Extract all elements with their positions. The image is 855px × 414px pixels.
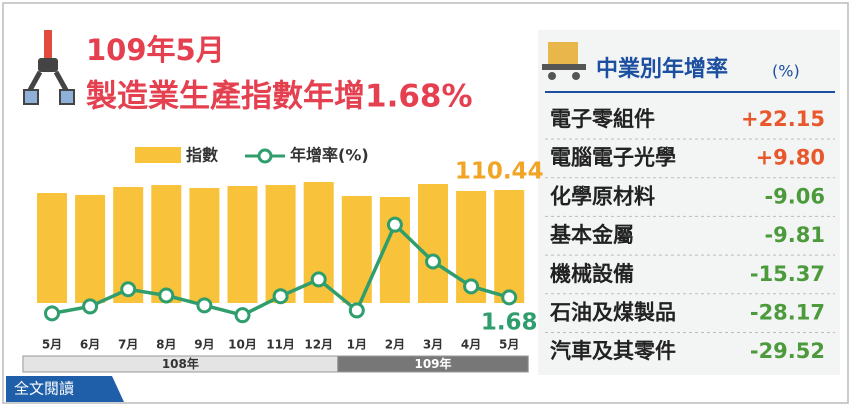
- industry-name: 化學原材料: [550, 184, 655, 208]
- x-tick-label: 7月: [118, 338, 138, 352]
- x-tick-label: 12月: [304, 338, 333, 352]
- industry-growth: -9.81: [764, 223, 825, 247]
- industry-growth: +9.80: [756, 146, 825, 170]
- bar: [418, 184, 448, 303]
- industry-name: 石油及煤製品: [549, 301, 676, 325]
- industry-growth: -29.52: [750, 339, 825, 363]
- cart-icon: [542, 42, 586, 80]
- x-tick-label: 11月: [266, 338, 295, 352]
- x-tick-label: 4月: [461, 338, 481, 352]
- line-marker: [196, 297, 213, 314]
- bar: [75, 194, 106, 303]
- legend-swatch: [135, 147, 181, 163]
- x-group-label: 108年: [162, 356, 199, 371]
- side-panel-bg: [538, 30, 840, 375]
- read-more-button[interactable]: 全文閱讀: [6, 376, 124, 402]
- line-marker: [44, 305, 60, 322]
- line-marker: [463, 278, 480, 295]
- x-group-label: 109年: [414, 356, 451, 371]
- line-marker: [82, 298, 99, 315]
- x-tick-label: 2月: [385, 338, 405, 352]
- line-marker: [158, 287, 175, 304]
- line-marker: [425, 253, 441, 270]
- industry-name: 汽車及其零件: [550, 339, 676, 363]
- bar: [189, 188, 220, 303]
- x-tick-label: 10月: [228, 338, 257, 352]
- title: 109年5月: [86, 33, 225, 67]
- line-marker: [234, 307, 251, 324]
- button-label[interactable]: 全文閱讀: [14, 380, 74, 398]
- bar: [494, 190, 525, 303]
- x-tick-label: 9月: [194, 338, 214, 352]
- industry-growth: -15.37: [750, 262, 825, 286]
- x-tick-label: 5月: [42, 338, 62, 352]
- value-label: 1.68: [481, 310, 538, 336]
- line-marker: [501, 289, 518, 306]
- legend-label: 指數: [186, 146, 218, 165]
- bar: [265, 185, 296, 303]
- line-marker: [120, 281, 137, 298]
- line-marker: [386, 216, 403, 233]
- robot-arm-icon: [23, 30, 75, 105]
- x-tick-label: 1月: [347, 338, 367, 352]
- industry-name: 電腦電子光學: [550, 146, 676, 170]
- line-marker: [310, 271, 327, 288]
- industry-growth: -28.17: [750, 301, 825, 325]
- industry-growth: +22.15: [741, 107, 825, 131]
- value-label: 110.44: [455, 159, 544, 185]
- x-tick-label: 3月: [423, 338, 443, 352]
- industry-name: 基本金屬: [550, 223, 634, 247]
- side-title: 中業別年增率: [596, 56, 728, 82]
- industry-name: 機械設備: [550, 262, 634, 286]
- x-tick-label: 5月: [499, 338, 519, 352]
- legend-marker: [257, 148, 273, 164]
- x-group-box: [337, 355, 529, 373]
- bar: [37, 193, 67, 303]
- x-tick-label: 8月: [156, 338, 176, 352]
- line-marker: [272, 288, 289, 305]
- line-marker: [348, 302, 365, 319]
- legend-label: 年增率(%): [290, 146, 369, 165]
- industry-name: 電子零組件: [550, 107, 655, 131]
- side-unit: (%): [772, 62, 800, 81]
- bar: [227, 185, 258, 303]
- x-tick-label: 6月: [80, 338, 100, 352]
- subtitle: 製造業生產指數年增1.68%: [86, 79, 473, 115]
- bar: [151, 185, 182, 303]
- industry-growth: -9.06: [764, 184, 825, 208]
